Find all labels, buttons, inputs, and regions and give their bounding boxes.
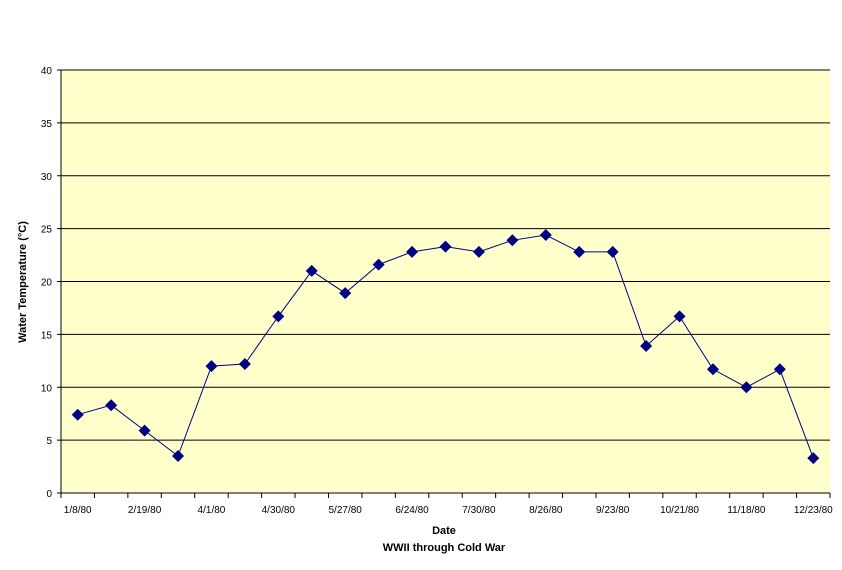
x-axis-subtitle: WWII through Cold War [383,542,506,554]
y-tick-label: 10 [41,383,53,394]
data-point [472,245,485,258]
data-point [172,449,185,462]
data-point [573,245,586,258]
data-point [105,399,118,412]
x-tick-label: 2/19/80 [128,505,162,516]
data-point [740,381,753,394]
y-axis-title: Water Temperature (°C) [17,221,29,343]
x-tick-label: 10/21/80 [660,505,699,516]
data-point [506,234,519,247]
x-tick-label: 4/1/80 [198,505,226,516]
data-point [406,245,419,258]
data-point [138,424,151,437]
x-tick-label: 1/8/80 [64,505,92,516]
x-axis-ticks: 1/8/80 2/19/80 4/1/80 4/30/80 5/27/80 6/24/80… [60,493,833,516]
y-tick-label: 20 [41,278,53,289]
x-tick-label: 6/24/80 [395,505,429,516]
data-point [439,240,452,253]
y-tick-label: 15 [41,330,53,341]
data-point [272,310,285,323]
data-point [71,408,84,421]
y-axis-ticks: 0 5 10 15 20 25 30 35 40 [41,66,61,500]
y-tick-label: 35 [41,119,53,130]
data-point [807,452,820,465]
x-tick-label: 9/23/80 [596,505,630,516]
y-tick-label: 25 [41,225,53,236]
data-point [339,287,352,300]
data-points [71,228,820,465]
data-point [606,245,619,258]
data-point [305,264,318,277]
x-tick-label: 12/23/80 [794,505,833,516]
x-axis-title: Date [432,525,456,537]
y-tick-label: 30 [41,172,53,183]
y-tick-label: 0 [46,489,52,500]
data-point [706,363,719,376]
data-point [773,363,786,376]
data-point [205,360,218,373]
x-tick-label: 11/18/80 [727,505,766,516]
x-tick-label: 7/30/80 [462,505,496,516]
y-tick-label: 40 [41,66,53,77]
data-point [372,258,385,271]
y-tick-label: 5 [46,436,52,447]
x-tick-label: 8/26/80 [529,505,563,516]
data-point [673,310,686,323]
data-point [640,340,653,353]
gridlines [61,69,830,441]
x-tick-label: 4/30/80 [262,505,296,516]
x-tick-label: 5/27/80 [329,505,363,516]
data-point [539,228,552,241]
data-point [238,357,251,370]
